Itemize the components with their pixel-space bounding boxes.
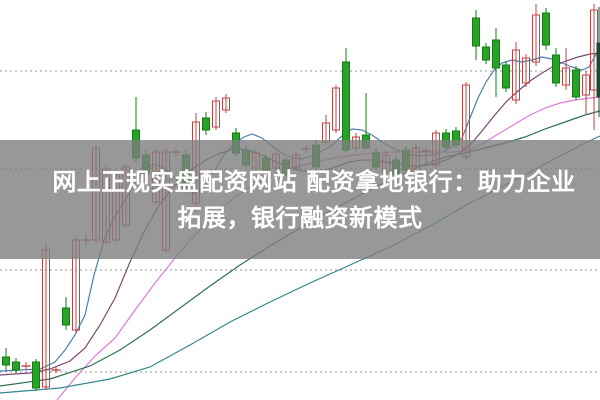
candle-body-up-hollow [512, 49, 520, 101]
candle-body-up-hollow [222, 97, 230, 111]
candle-body-down [542, 12, 550, 46]
candle-body-up-hollow [332, 87, 340, 131]
candle-body-up-hollow [212, 100, 220, 128]
candle-body-down [202, 117, 210, 131]
candle-body-up-hollow [522, 57, 530, 84]
candle-body-down [572, 69, 580, 98]
candle-body-down [552, 54, 560, 84]
candle-body-up-hollow [562, 67, 570, 86]
candle-body-down [472, 17, 480, 47]
candle-body-down [32, 361, 40, 389]
candle-body-down [342, 61, 350, 151]
candle-body-up-hollow [532, 14, 540, 63]
candle-body-down [502, 64, 510, 89]
candle-body-partial [596, 42, 600, 98]
headline-line2: 拓展，银行融资新模式 [177, 203, 423, 232]
headline-overlay: 网上正规实盘配资网站 配资拿地银行：助力企业 拓展，银行融资新模式 [0, 140, 600, 259]
candle-body-up-hollow [582, 74, 590, 96]
headline-line1: 网上正规实盘配资网站 配资拿地银行：助力企业 [52, 167, 576, 196]
candle-body-down [12, 361, 20, 371]
candle-body-down [62, 307, 70, 326]
candle-body-down [482, 46, 490, 61]
candle-body-down [2, 356, 10, 366]
candle-body-down [492, 39, 500, 69]
